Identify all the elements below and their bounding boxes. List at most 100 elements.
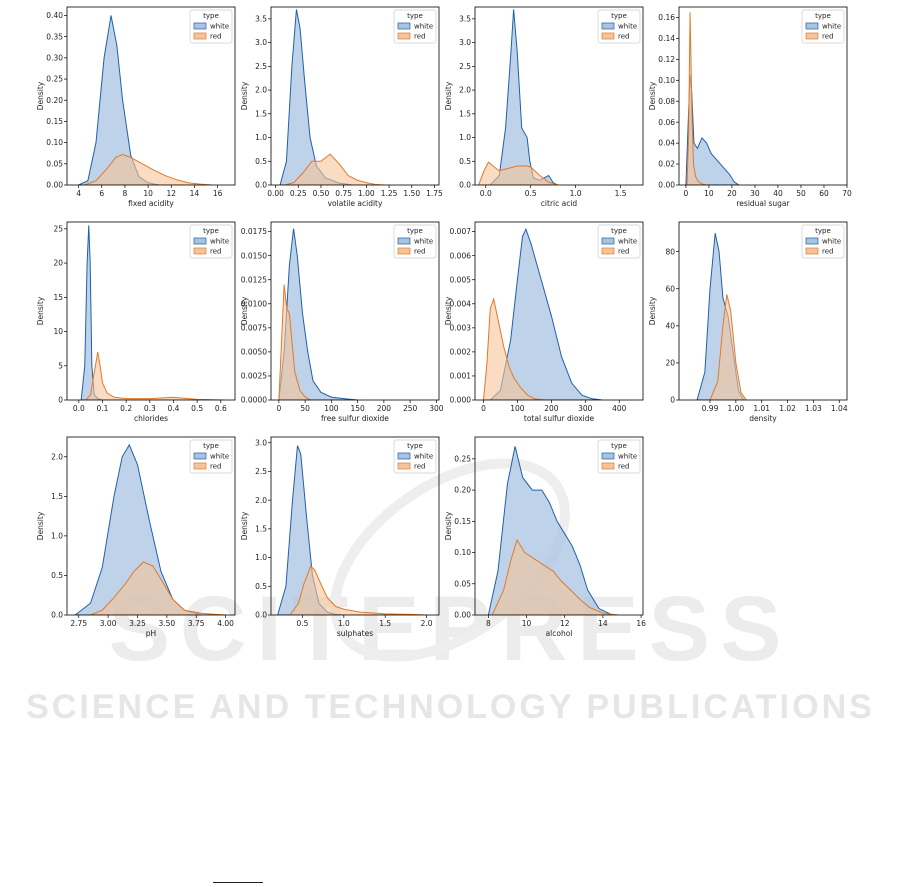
legend: type white red	[189, 9, 233, 44]
y-tick-label: 0.007	[450, 227, 472, 236]
y-tick-label: 40	[665, 321, 675, 330]
legend: type white red	[189, 224, 233, 259]
x-tick-label: 16	[213, 189, 223, 198]
legend-swatch-white	[601, 452, 615, 460]
x-tick-label: 0.3	[144, 404, 156, 413]
x-tick-label: 300	[429, 404, 444, 413]
legend-title: type	[815, 227, 831, 235]
legend-swatch-white	[805, 237, 819, 245]
x-tick-label: 20	[727, 189, 737, 198]
legend-swatch-white	[397, 237, 411, 245]
y-tick-label: 0.35	[46, 32, 63, 41]
y-tick-label: 3.0	[459, 38, 471, 47]
legend-swatch-red	[601, 247, 615, 255]
x-tick-label: 1.25	[381, 189, 398, 198]
x-tick-label: 1.5	[615, 189, 627, 198]
x-tick-label: 1.50	[403, 189, 420, 198]
x-tick-label: 60	[819, 189, 829, 198]
y-tick-label: 0.003	[450, 323, 472, 332]
legend-title: type	[203, 12, 219, 20]
y-tick-label: 2.0	[255, 86, 267, 95]
y-tick-label: 0.15	[454, 517, 471, 526]
x-tick-label: 300	[578, 404, 593, 413]
x-tick-label: 0.5	[525, 189, 537, 198]
x-tick-label: 0.00	[267, 189, 284, 198]
legend: type white red	[801, 9, 845, 44]
y-tick-label: 0.10	[658, 76, 675, 85]
legend-label-red: red	[210, 33, 221, 41]
y-tick-label: 0.15	[46, 117, 63, 126]
axes-frame	[474, 221, 644, 401]
y-tick-label: 1.0	[255, 133, 267, 142]
x-tick-label: 0	[276, 404, 281, 413]
x-tick-label: 10	[143, 189, 153, 198]
x-axis-label: total sulfur dioxide	[524, 414, 595, 423]
y-tick-label: 60	[665, 284, 675, 293]
legend-swatch-white	[193, 237, 207, 245]
x-tick-label: 0.5	[296, 619, 308, 628]
y-tick-label: 0.06	[658, 118, 675, 127]
kde-panel-chlorides: 0.0 0.1 0.2 0.3 0.4 0.5 0.6 0 5 10 15 20 25 chlorides…	[36, 221, 236, 423]
y-tick-label: 25	[53, 224, 63, 233]
y-tick-label: 0.00	[454, 611, 471, 620]
legend-label-white: white	[822, 238, 841, 246]
kde-panel-density: 0.99 1.00 1.01 1.02 1.03 1.04 0 20 40 60 80 density…	[648, 221, 848, 423]
x-tick-label: 30	[750, 189, 760, 198]
footer-rule	[213, 882, 263, 883]
x-tick-label: 150	[350, 404, 365, 413]
legend-swatch-white	[193, 452, 207, 460]
kde-panel-free-sulfur-dioxide: 0 50 100 150 200 250 300 0.0000 0.0025 0.0050 0.00…	[240, 221, 444, 423]
x-tick-label: 16	[636, 619, 646, 628]
y-tick-label: 0.0175	[241, 227, 267, 236]
y-tick-label: 0.20	[46, 96, 63, 105]
y-axis-label: Density	[444, 81, 453, 110]
kde-area-white	[279, 9, 353, 185]
x-tick-label: 70	[842, 189, 852, 198]
y-tick-label: 0.5	[459, 157, 471, 166]
legend-label-white: white	[210, 23, 229, 31]
y-axis-label: Density	[648, 81, 657, 110]
y-tick-label: 0.0	[255, 611, 267, 620]
y-tick-label: 0.0150	[241, 251, 267, 260]
y-tick-label: 0.0050	[241, 347, 267, 356]
y-tick-label: 0.40	[46, 11, 63, 20]
watermark-swoosh	[330, 458, 570, 662]
legend-swatch-white	[193, 22, 207, 30]
x-tick-label: 0.6	[215, 404, 227, 413]
y-tick-label: 10	[53, 327, 63, 336]
legend-label-red: red	[822, 33, 833, 41]
y-tick-label: 0	[58, 396, 63, 405]
x-tick-label: 1.0	[338, 619, 350, 628]
y-tick-label: 2.0	[255, 496, 267, 505]
legend-title: type	[407, 12, 423, 20]
y-tick-label: 2.5	[255, 467, 267, 476]
kde-panel-pH: 2.75 3.00 3.25 3.50 3.75 4.00 0.0 0.5 1.0 1.5 2.0 p…	[36, 436, 236, 638]
y-axis-label: Density	[36, 296, 45, 325]
x-tick-label: 1.0	[570, 189, 582, 198]
y-tick-label: 0.04	[658, 139, 675, 148]
kde-area-red	[85, 351, 226, 400]
kde-area-red	[478, 161, 558, 185]
legend-swatch-red	[193, 247, 207, 255]
legend-label-red: red	[618, 463, 629, 471]
x-tick-label: 0.5	[191, 404, 203, 413]
y-tick-label: 1.5	[255, 109, 267, 118]
y-tick-label: 80	[665, 247, 675, 256]
y-tick-label: 1.5	[255, 524, 267, 533]
y-tick-label: 0.002	[450, 347, 472, 356]
legend-label-white: white	[414, 23, 433, 31]
y-tick-label: 0.10	[454, 548, 471, 557]
axes-frame	[66, 436, 236, 616]
kde-area-white	[80, 225, 103, 400]
legend-label-red: red	[618, 248, 629, 256]
x-tick-label: 1.02	[779, 404, 796, 413]
kde-panel-alcohol: 8 10 12 14 16 0.00 0.05 0.10 0.15 0.20 0.25 alcohol…	[444, 436, 646, 638]
legend-label-white: white	[414, 453, 433, 461]
y-tick-label: 0.16	[658, 13, 675, 22]
y-axis-label: Density	[240, 81, 249, 110]
legend-swatch-white	[397, 452, 411, 460]
axes-frame	[270, 436, 440, 616]
y-tick-label: 0.001	[450, 372, 472, 381]
y-axis-label: Density	[36, 81, 45, 110]
